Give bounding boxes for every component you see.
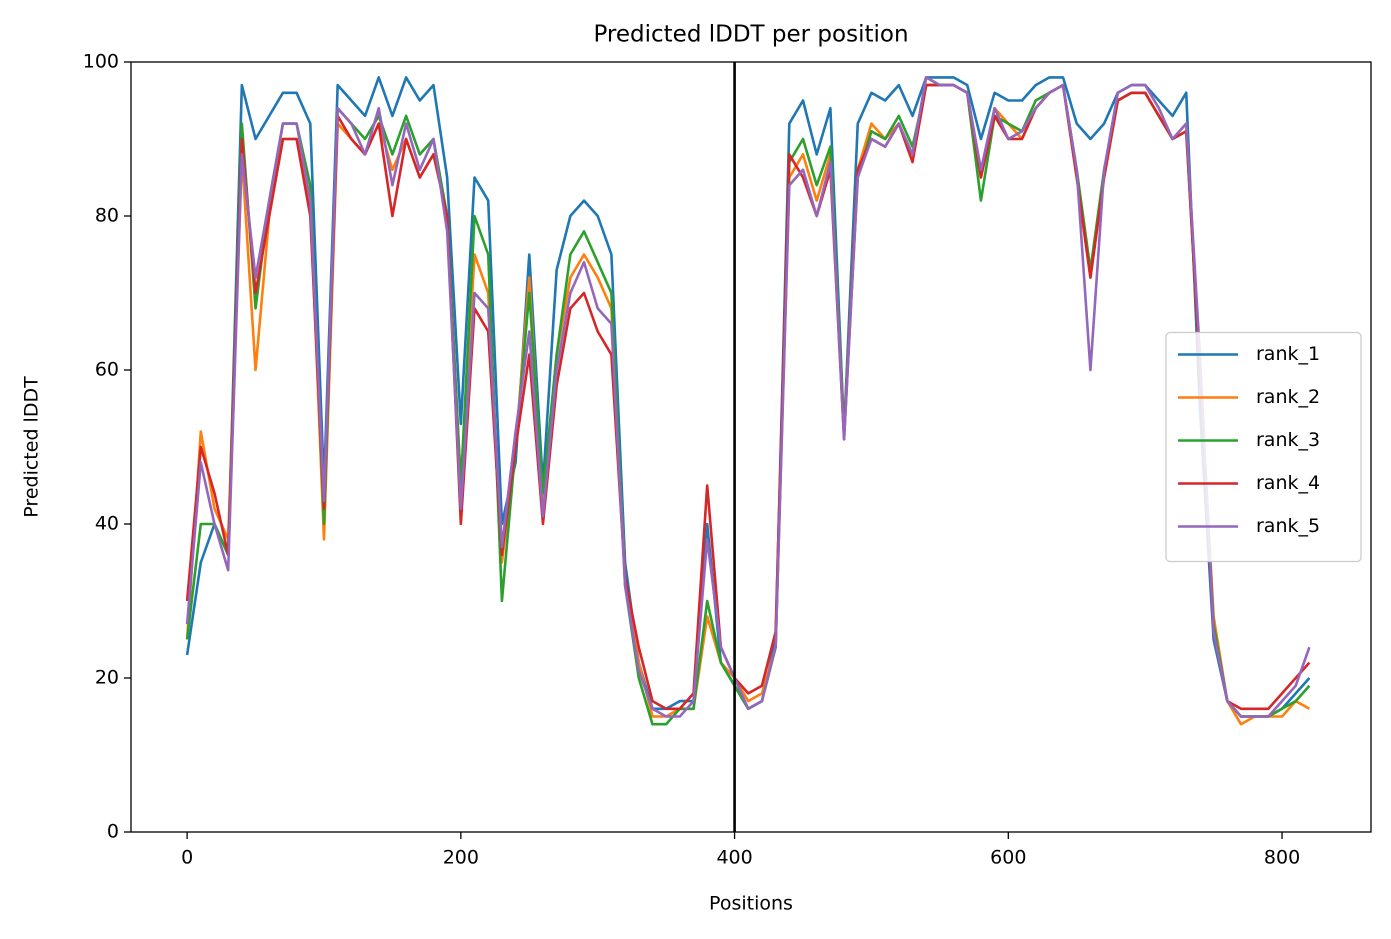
legend-label: rank_2 [1256,386,1320,408]
y-tick-label: 60 [95,359,119,381]
x-axis-label: Positions [709,893,793,915]
legend-label: rank_3 [1256,429,1320,451]
y-tick-label: 20 [95,667,119,689]
y-tick-label: 80 [95,205,119,227]
x-tick-label: 0 [181,847,193,869]
chart-title: Predicted lDDT per position [593,22,908,48]
y-tick-label: 0 [107,821,119,843]
y-tick-label: 100 [83,51,119,73]
x-tick-label: 400 [716,847,752,869]
y-axis-label: Predicted lDDT [21,376,43,518]
x-tick-label: 800 [1264,847,1300,869]
x-tick-label: 600 [990,847,1026,869]
legend-box [1165,331,1362,563]
legend-label: rank_1 [1256,343,1320,365]
plot-frame [130,61,1372,833]
legend-label: rank_4 [1256,472,1320,494]
legend-label: rank_5 [1256,515,1320,537]
series-line [185,76,1311,718]
x-tick-label: 200 [443,847,479,869]
series-line [185,83,1311,711]
y-tick-label: 40 [95,513,119,535]
